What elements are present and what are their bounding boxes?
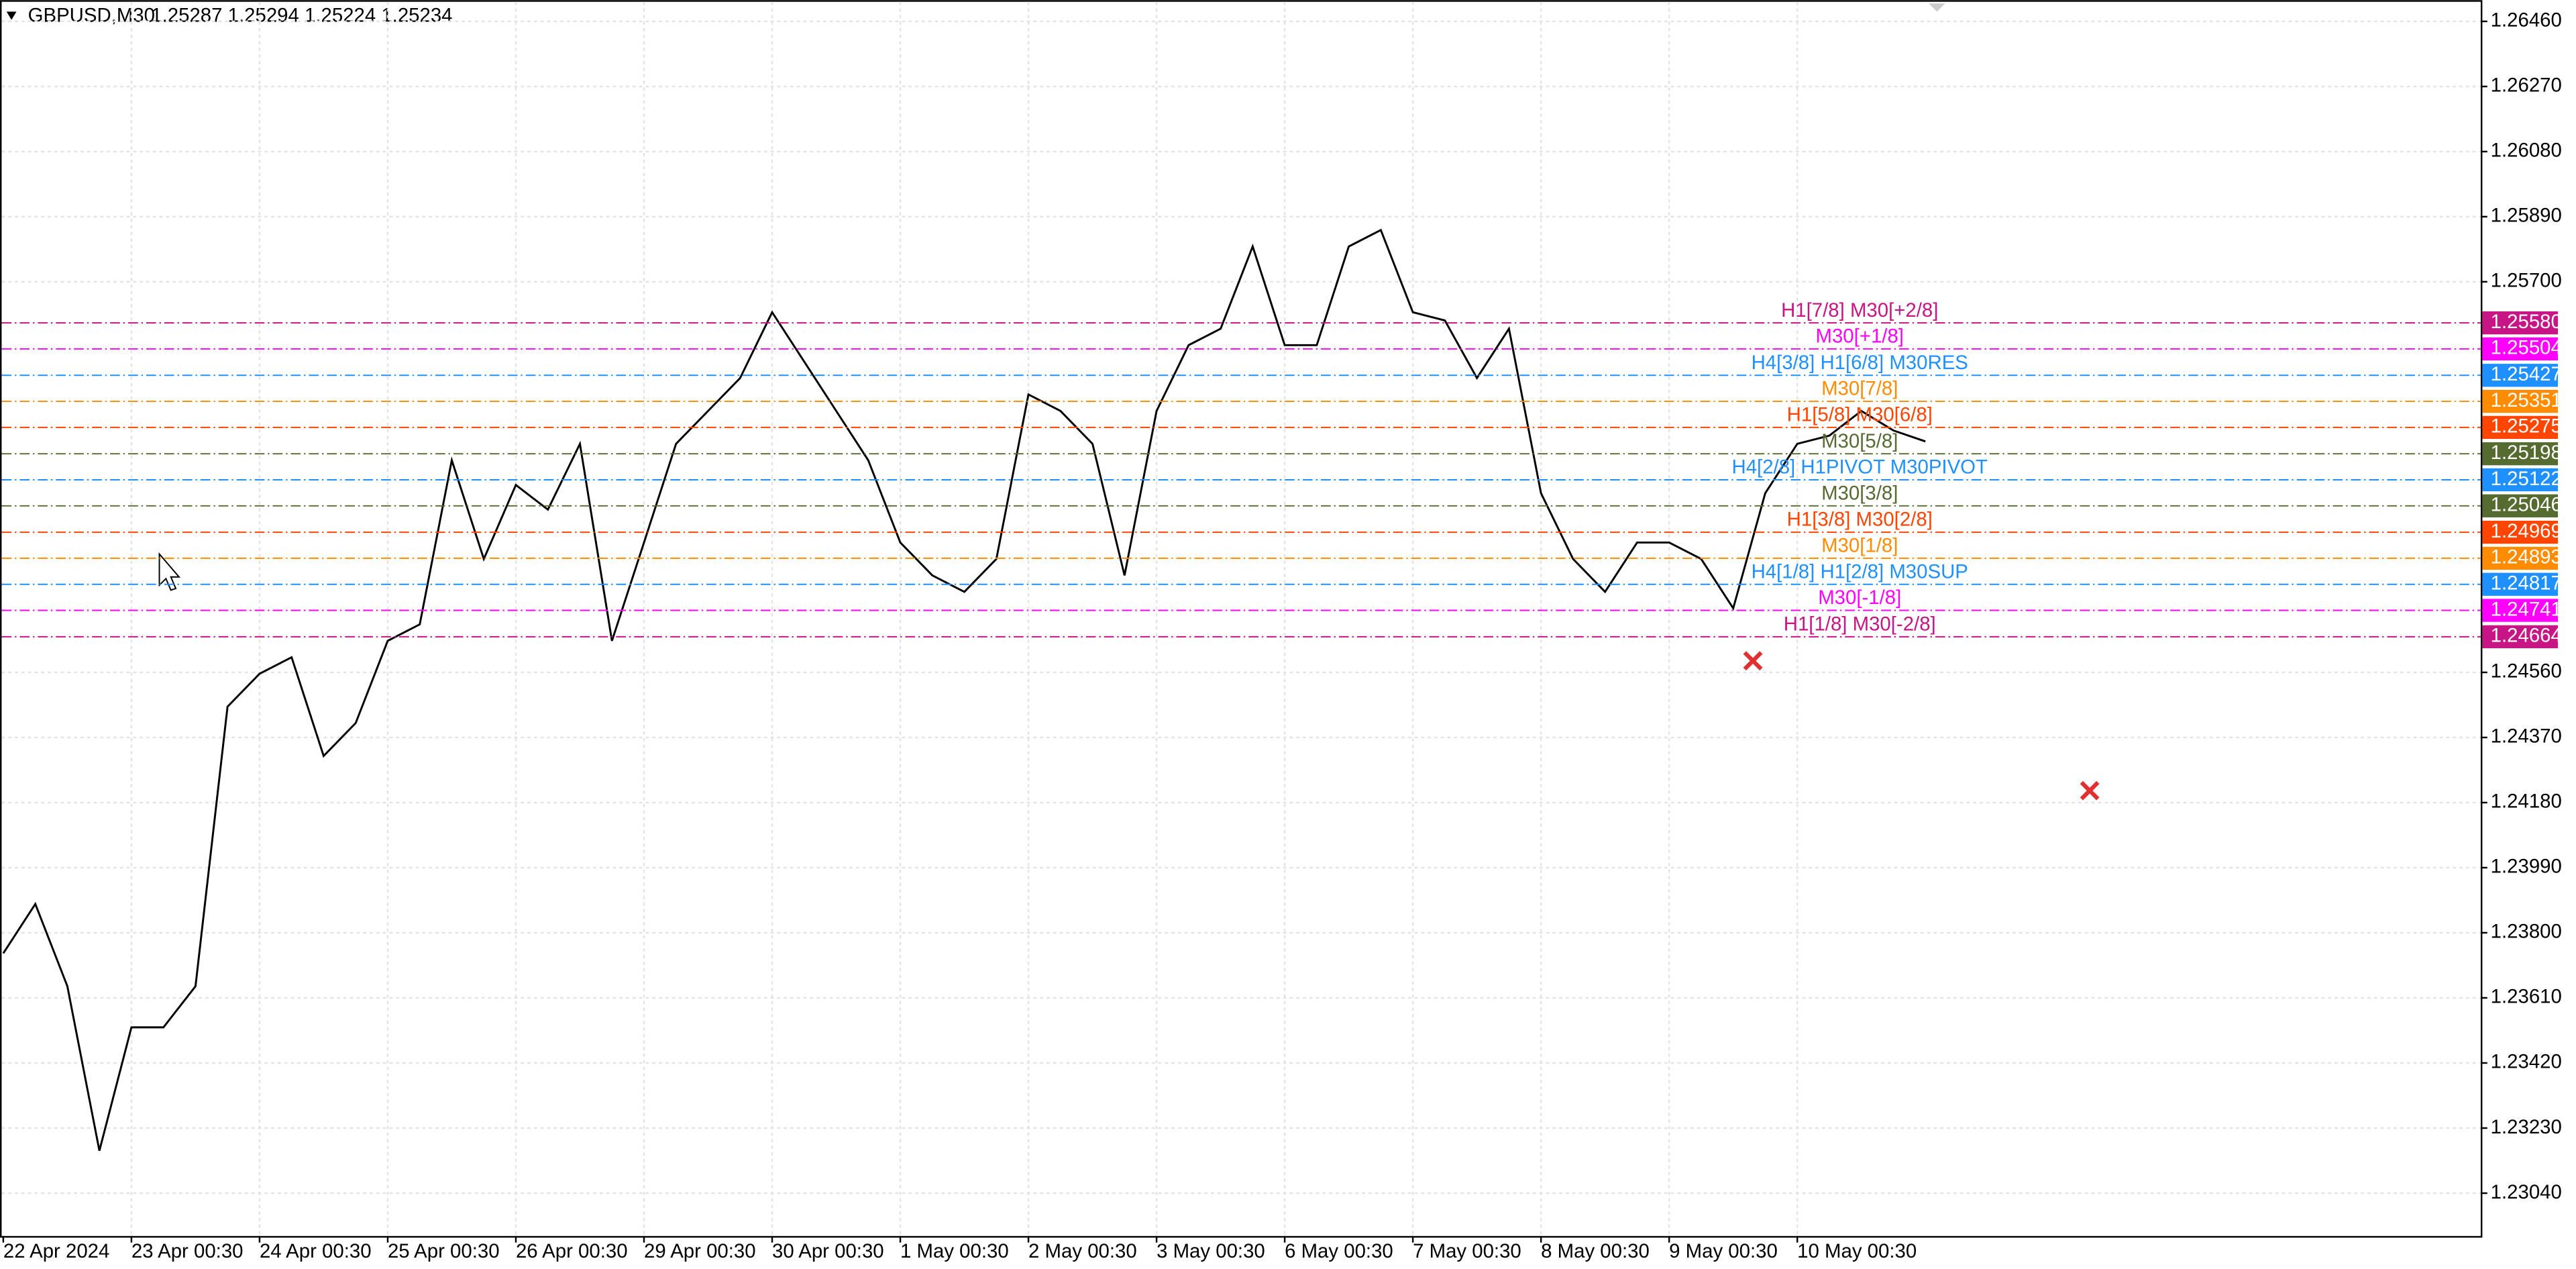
x-tick-label: 30 Apr 00:30 — [772, 1240, 884, 1262]
level-label: 1.25198 — [2491, 442, 2562, 464]
level-name: H4[1/8] H1[2/8] M30SUP — [1752, 560, 1968, 582]
x-tick-label: 9 May 00:30 — [1669, 1240, 1778, 1262]
level-label: 1.25504 — [2491, 337, 2562, 359]
level-name: M30[7/8] — [1821, 378, 1898, 400]
level-box — [2482, 494, 2559, 517]
level-name: H1[5/8] M30[6/8] — [1787, 403, 1933, 425]
level-name: M30[-1/8] — [1818, 587, 1901, 609]
level-name: H4[3/8] H1[6/8] M30RES — [1752, 352, 1968, 374]
level-name: H4[2/8] H1PIVOT M30PIVOT — [1732, 456, 1988, 478]
x-tick-label: 24 Apr 00:30 — [260, 1240, 372, 1262]
plot-frame — [0, 0, 2483, 1238]
shift-marker — [1929, 3, 1945, 12]
level-label: 1.25275 — [2491, 415, 2562, 438]
level-box — [2482, 546, 2559, 570]
level-name: M30[+1/8] — [1816, 325, 1904, 348]
level-label: 1.25046 — [2491, 494, 2562, 516]
y-tick-label: 1.24180 — [2491, 791, 2562, 813]
y-tick-label: 1.26270 — [2491, 74, 2562, 97]
y-tick-label: 1.23040 — [2491, 1181, 2562, 1203]
level-label: 1.25351 — [2491, 389, 2562, 411]
level-name: M30[3/8] — [1821, 482, 1898, 504]
level-name: M30[1/8] — [1821, 535, 1898, 557]
level-label: 1.24664 — [2491, 625, 2562, 647]
x-tick-label: 26 Apr 00:30 — [516, 1240, 628, 1262]
level-box — [2482, 468, 2559, 492]
level-box — [2482, 442, 2559, 466]
price-line — [2, 228, 1926, 1152]
level-box — [2482, 337, 2559, 361]
quote: 1.25287 1.25294 1.25224 1.25234 — [151, 4, 452, 26]
x-tick-label: 23 Apr 00:30 — [131, 1240, 244, 1262]
level-box — [2482, 599, 2559, 622]
x-tick-label: 22 Apr 2024 — [3, 1240, 109, 1262]
level-name: H1[3/8] M30[2/8] — [1787, 509, 1933, 531]
x-tick-label: 7 May 00:30 — [1413, 1240, 1521, 1262]
cross-marker — [1743, 651, 1763, 671]
level-box — [2482, 572, 2559, 596]
level-name: H1[7/8] M30[+2/8] — [1781, 299, 1938, 321]
y-tick-label: 1.23610 — [2491, 986, 2562, 1008]
x-tick-label: 1 May 00:30 — [900, 1240, 1009, 1262]
y-tick-label: 1.25700 — [2491, 270, 2562, 292]
y-tick-label: 1.23990 — [2491, 856, 2562, 878]
level-label: 1.25580 — [2491, 311, 2562, 333]
y-tick-label: 1.23420 — [2491, 1051, 2562, 1073]
level-name: H1[1/8] M30[-2/8] — [1784, 613, 1936, 635]
level-box — [2482, 415, 2559, 440]
y-tick-label: 1.26080 — [2491, 140, 2562, 162]
collapse-arrow[interactable] — [6, 11, 17, 20]
y-tick-label: 1.26460 — [2491, 9, 2562, 32]
cross-marker — [2080, 780, 2100, 801]
x-tick-label: 29 Apr 00:30 — [644, 1240, 756, 1262]
y-tick-label: 1.25890 — [2491, 205, 2562, 227]
level-label: 1.24741 — [2491, 598, 2562, 620]
level-name: M30[5/8] — [1821, 430, 1898, 452]
level-label: 1.24969 — [2491, 520, 2562, 542]
y-tick-label: 1.23230 — [2491, 1116, 2562, 1138]
x-tick-label: 6 May 00:30 — [1285, 1240, 1393, 1262]
level-box — [2482, 625, 2559, 648]
level-box — [2482, 364, 2559, 387]
x-tick-label: 2 May 00:30 — [1028, 1240, 1137, 1262]
level-label: 1.24893 — [2491, 546, 2562, 568]
y-tick-label: 1.23800 — [2491, 921, 2562, 943]
level-box — [2482, 311, 2559, 335]
level-label: 1.25122 — [2491, 468, 2562, 490]
y-tick-label: 1.24560 — [2491, 660, 2562, 682]
level-label: 1.24817 — [2491, 572, 2562, 594]
x-tick-label: 3 May 00:30 — [1157, 1240, 1265, 1262]
x-tick-label: 8 May 00:30 — [1541, 1240, 1650, 1262]
symbol: GBPUSD,M30 — [28, 4, 155, 26]
level-box — [2482, 389, 2559, 413]
level-box — [2482, 520, 2559, 544]
x-tick-label: 10 May 00:30 — [1797, 1240, 1917, 1262]
y-tick-label: 1.24370 — [2491, 725, 2562, 748]
level-label: 1.25427 — [2491, 363, 2562, 385]
x-tick-label: 25 Apr 00:30 — [388, 1240, 500, 1262]
